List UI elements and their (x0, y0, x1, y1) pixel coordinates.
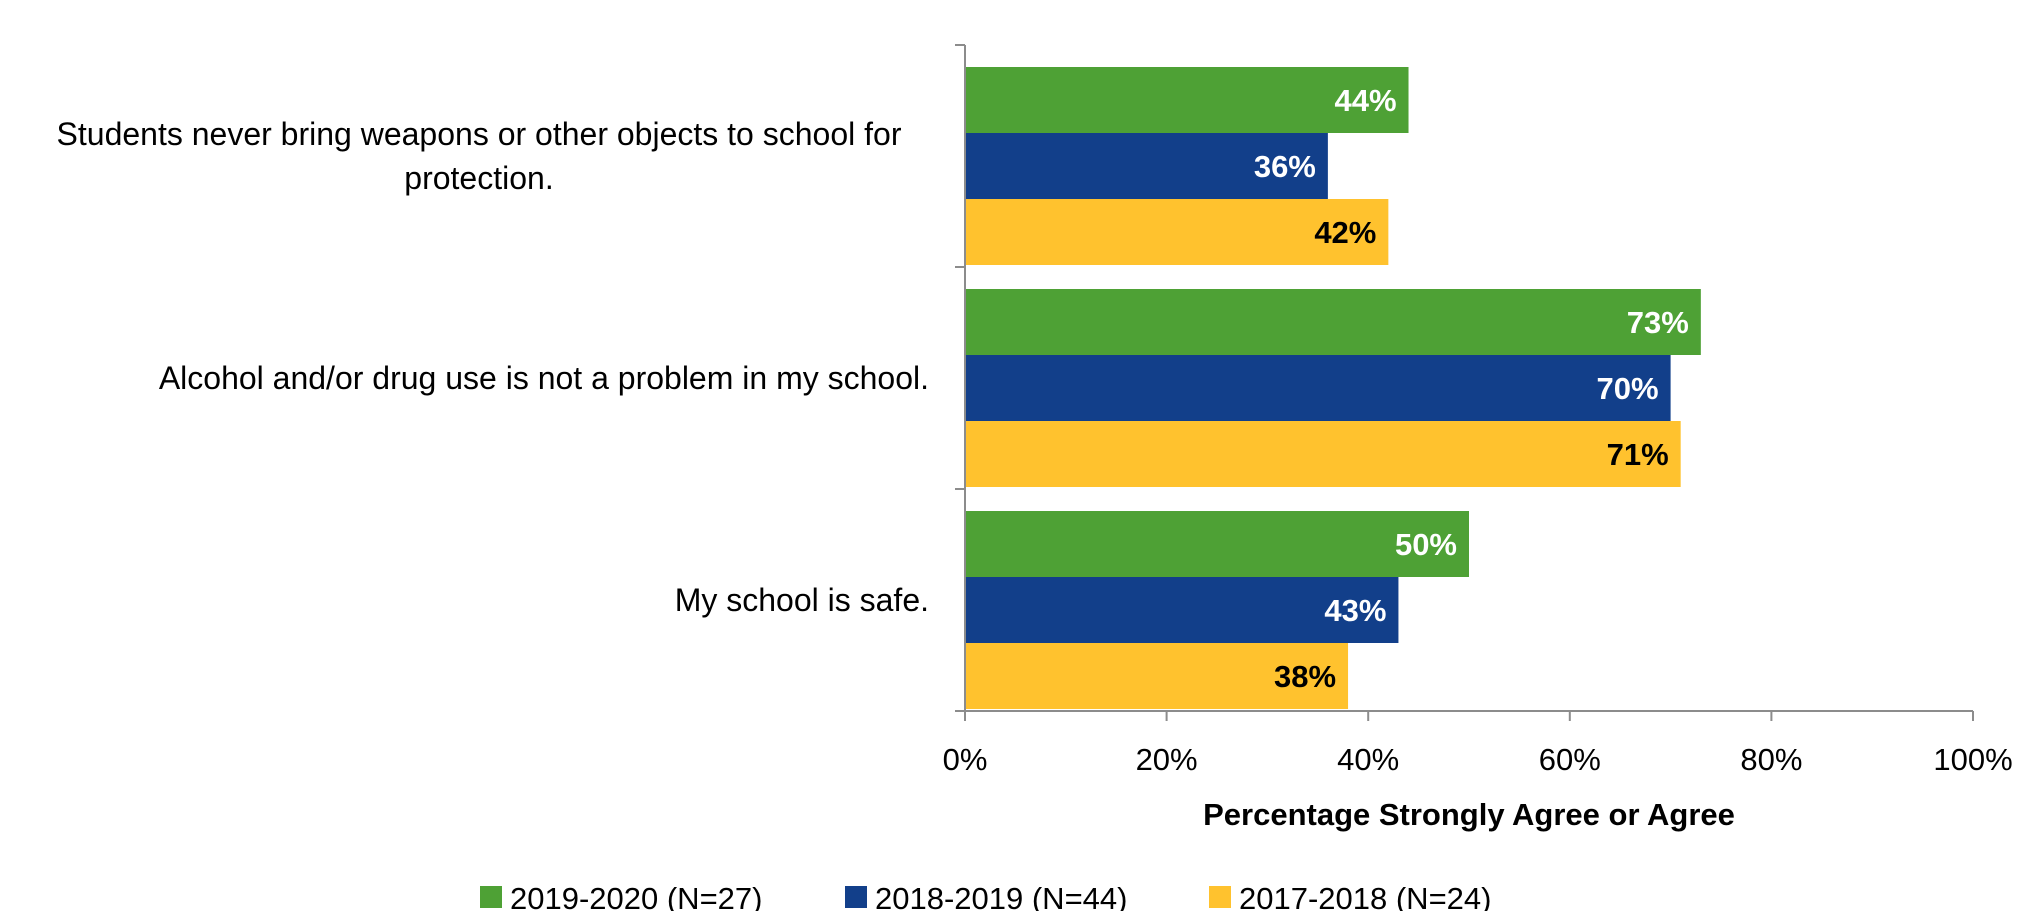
x-tick-label: 0% (943, 742, 988, 777)
bar-3-3 (965, 643, 1349, 709)
bar-1-3 (965, 511, 1469, 577)
bar-3-1 (965, 199, 1389, 265)
legend-swatch (845, 886, 867, 908)
bar-3-2 (965, 421, 1681, 487)
legend-label: 2019-2020 (N=27) (510, 881, 762, 911)
data-label: 42% (1314, 215, 1376, 250)
legend-swatch (480, 886, 502, 908)
x-tick-label: 80% (1740, 742, 1802, 777)
bar-1-1 (965, 67, 1409, 133)
data-label: 50% (1395, 527, 1457, 562)
x-tick-label: 20% (1136, 742, 1198, 777)
legend-swatch (1209, 886, 1231, 908)
category-label: My school is safe. (675, 582, 929, 618)
data-label: 70% (1597, 371, 1659, 406)
data-label: 38% (1274, 659, 1336, 694)
category-label-line: Alcohol and/or drug use is not a problem… (159, 360, 929, 396)
category-label-line: protection. (404, 160, 553, 196)
bars-layer (965, 67, 1701, 709)
x-axis-title: Percentage Strongly Agree or Agree (1203, 797, 1735, 832)
bar-2-1 (965, 133, 1328, 199)
data-label: 36% (1254, 149, 1316, 184)
data-label: 73% (1627, 305, 1689, 340)
labels-layer: 44% 36% 42% Students never bring weapons or… (57, 83, 2013, 777)
category-label: Students never bring weapons or other ob… (57, 116, 902, 196)
x-tick-label: 100% (1933, 742, 2012, 777)
category-label: Alcohol and/or drug use is not a problem… (159, 360, 929, 396)
x-tick-label: 40% (1337, 742, 1399, 777)
legend-label: 2017-2018 (N=24) (1239, 881, 1491, 911)
axes-layer (955, 44, 1974, 721)
category-label-line: My school is safe. (675, 582, 929, 618)
legend-label: 2018-2019 (N=44) (875, 881, 1127, 911)
category-label-line: Students never bring weapons or other ob… (57, 116, 902, 152)
bar-2-2 (965, 355, 1671, 421)
bar-2-3 (965, 577, 1399, 643)
data-label: 43% (1324, 593, 1386, 628)
data-label: 44% (1334, 83, 1396, 118)
legend: 2019-2020 (N=27) 2018-2019 (N=44) 2017-201… (480, 881, 1491, 911)
data-label: 71% (1607, 437, 1669, 472)
bar-1-2 (965, 289, 1701, 355)
x-tick-label: 60% (1539, 742, 1601, 777)
